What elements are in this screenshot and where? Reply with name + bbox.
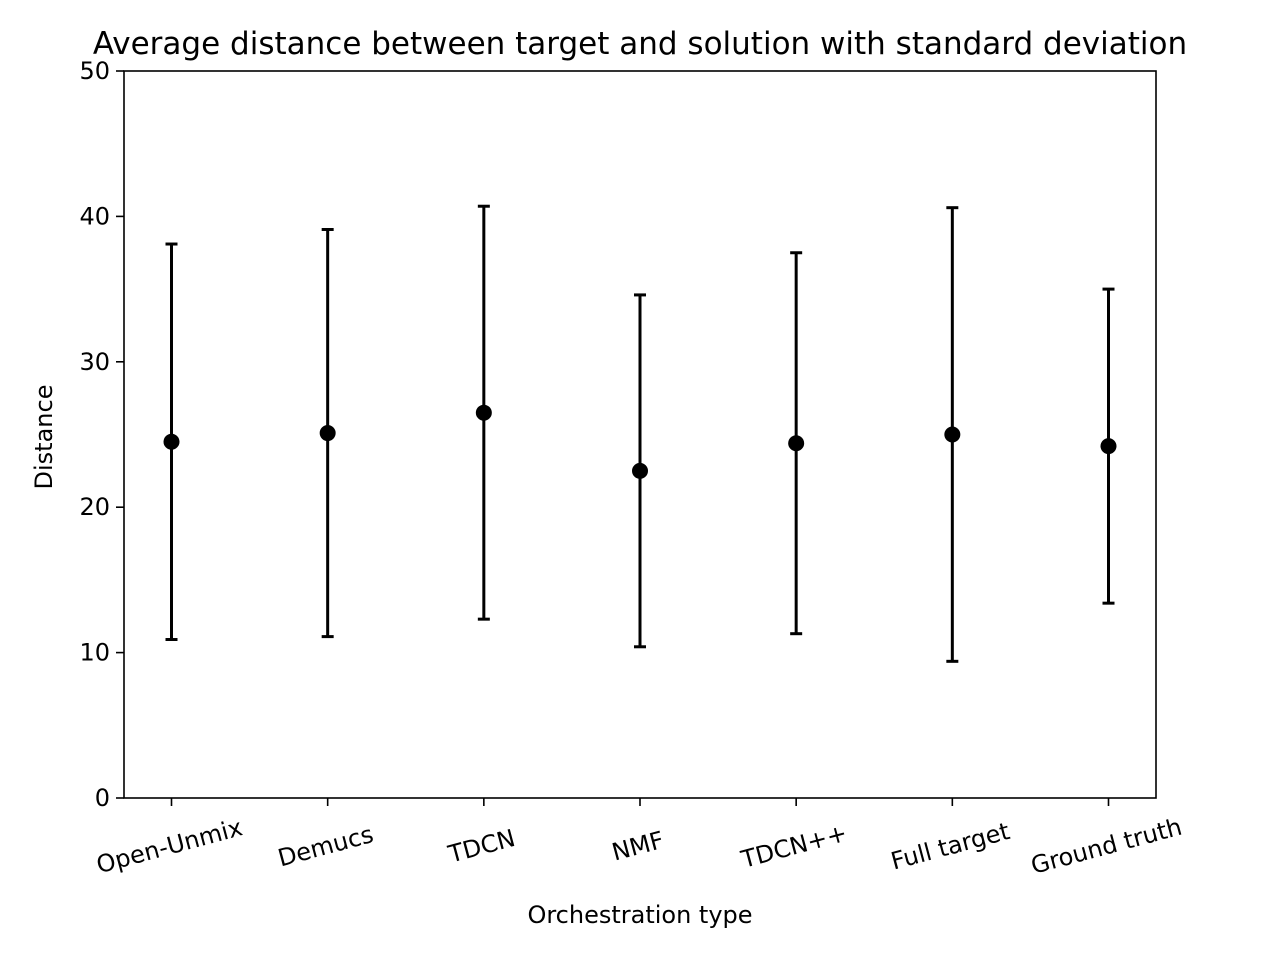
error-bar-series: [163, 204, 1117, 663]
mean-point: [788, 435, 805, 452]
x-tick-label: Open-Unmix: [93, 813, 245, 879]
x-tick-label: TDCN: [444, 824, 518, 869]
mean-point: [1100, 438, 1117, 455]
y-axis-label: Distance: [30, 385, 58, 490]
y-tick-label: 0: [95, 784, 110, 812]
x-tick-label: Full target: [888, 817, 1013, 876]
chart-title: Average distance between target and solu…: [93, 26, 1187, 62]
mean-point: [319, 425, 336, 442]
mean-point: [163, 433, 180, 450]
y-tick-label: 50: [79, 57, 110, 85]
x-tick-label: NMF: [609, 826, 667, 867]
y-axis: 0 10 20 30 40 50: [79, 57, 124, 812]
y-tick-label: 10: [79, 639, 110, 667]
x-axis-label: Orchestration type: [527, 901, 752, 929]
mean-point: [944, 426, 961, 443]
mean-point: [632, 462, 648, 479]
y-tick-label: 30: [79, 348, 110, 376]
x-axis: Open-Unmix Demucs TDCN NMF TDCN++ Full target…: [93, 798, 1185, 880]
y-tick-label: 40: [79, 202, 110, 230]
x-tick-label: TDCN++: [737, 819, 850, 874]
x-tick-label: Ground truth: [1028, 813, 1185, 880]
y-tick-label: 20: [79, 493, 110, 521]
x-tick-label: Demucs: [275, 820, 376, 872]
mean-point: [475, 404, 492, 421]
